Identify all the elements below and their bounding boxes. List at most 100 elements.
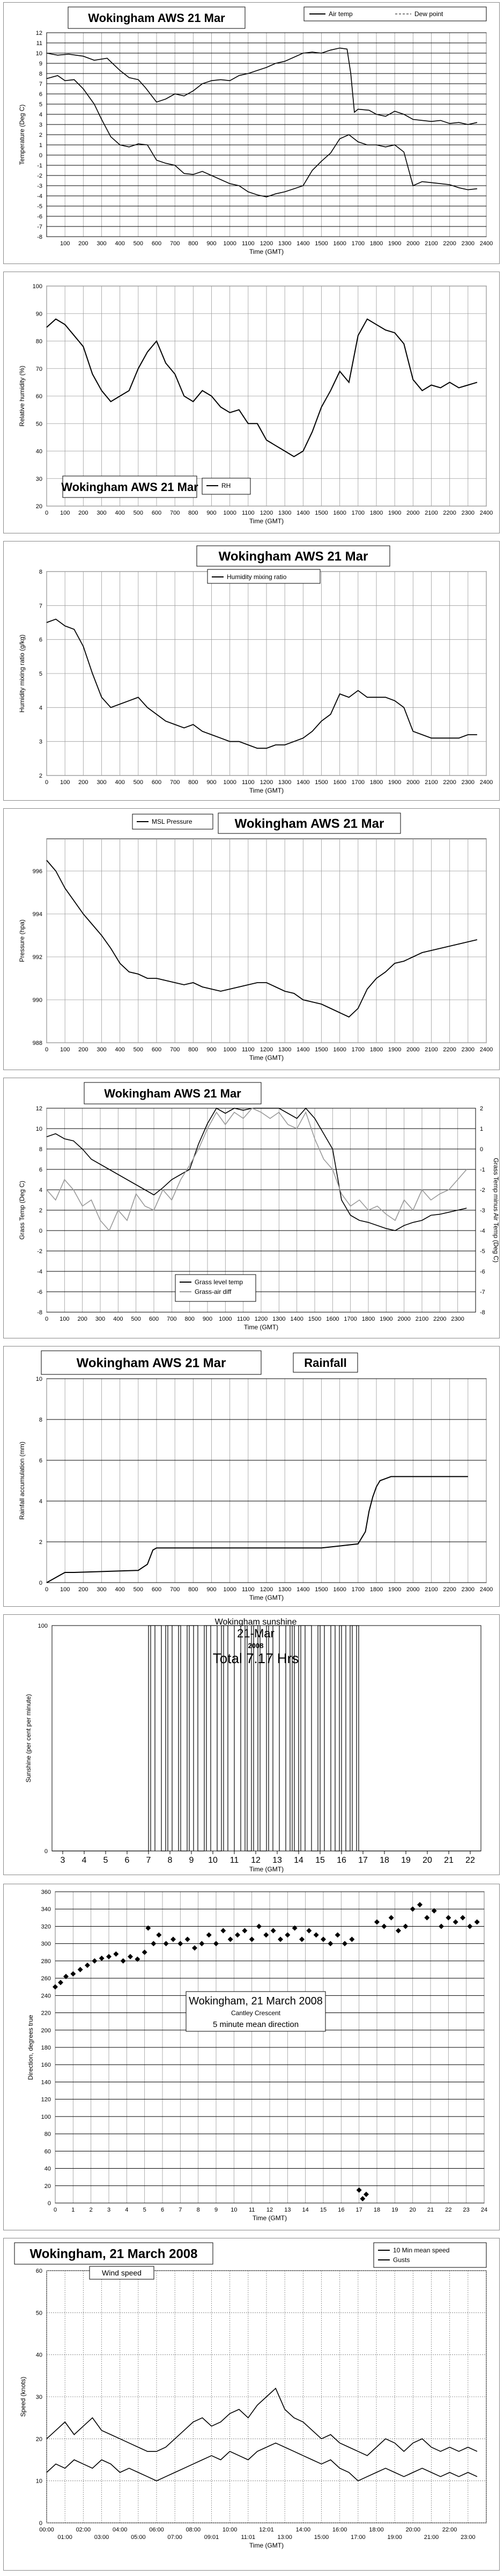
annotation-box <box>186 1991 326 2032</box>
x-tick-label: 500 <box>131 1316 140 1322</box>
scatter-point <box>120 1958 126 1964</box>
x-tick-label: 100 <box>60 240 70 247</box>
y-tick-label: 10 <box>36 50 42 57</box>
y-axis-label: Temperature (Deg C) <box>18 105 26 165</box>
x-tick-label: 700 <box>170 240 180 247</box>
y-tick-label: 988 <box>33 1040 42 1046</box>
y-tick-label: -5 <box>37 203 42 210</box>
y-tick-label: 10 <box>36 1126 42 1132</box>
x-tick-label: 2300 <box>462 1586 475 1593</box>
y-tick-label: 340 <box>41 1906 51 1913</box>
x-tick-label: 2300 <box>462 1046 475 1053</box>
y-tick-label: 60 <box>45 2148 51 2155</box>
x-tick-label: 600 <box>152 1586 161 1593</box>
y-tick-label: 100 <box>41 2114 51 2120</box>
y-tick-label: 40 <box>45 2166 51 2172</box>
scatter-point <box>99 1956 105 1962</box>
scatter-point <box>151 1941 157 1946</box>
series-line <box>46 860 478 1018</box>
y-tick-label: 160 <box>41 2062 51 2068</box>
x-tick-label: 1600 <box>333 510 346 516</box>
x-tick-label: 13 <box>284 2207 291 2213</box>
scatter-point <box>242 1928 248 1934</box>
y-tick-label: 260 <box>41 1975 51 1982</box>
x-tick-label: 600 <box>152 510 161 516</box>
x-tick-label: 14 <box>294 1856 303 1865</box>
y-tick-label: 200 <box>41 2028 51 2034</box>
x-tick-label: 16 <box>338 2207 344 2213</box>
x-tick-label: 11 <box>249 2207 255 2213</box>
scatter-point <box>374 1919 380 1925</box>
x-tick-label: 1300 <box>278 1046 291 1053</box>
chart-title: Wokingham AWS 21 Mar <box>88 11 225 25</box>
y-tick-label: -2 <box>37 173 42 179</box>
scatter-point <box>424 1915 430 1921</box>
scatter-point <box>467 1923 473 1929</box>
x-tick-label: 1900 <box>388 779 401 786</box>
scatter-point <box>306 1928 312 1934</box>
x-tick-label: 2400 <box>480 779 493 786</box>
x-tick-label: 200 <box>78 1586 88 1593</box>
x-tick-label: 1200 <box>260 1046 273 1053</box>
x-tick-label: 2400 <box>480 240 493 247</box>
x-tick-label: 00:00 <box>39 2527 54 2533</box>
x-tick-label: 1100 <box>242 779 255 786</box>
x-tick-label: 300 <box>97 240 106 247</box>
x-axis-label: Time (GMT) <box>249 1594 284 1601</box>
x-tick-label: 1600 <box>333 240 346 247</box>
y-tick-label: 90 <box>36 311 42 317</box>
x-tick-label: 900 <box>206 240 216 247</box>
x-tick-label: 1400 <box>297 510 309 516</box>
chart-title-box <box>196 545 390 567</box>
scatter-point <box>128 1953 133 1959</box>
temperature-chart: 100 200 300 400 500 600 700 800 900 1000 1100 1200 1… <box>18 6 493 255</box>
scatter-point <box>227 1936 233 1942</box>
y2-tick-label: -1 <box>480 1167 485 1173</box>
y2-axis-label: Grass Temp minus Air Temp (Deg C) <box>492 1158 499 1263</box>
scatter-point <box>360 2196 366 2201</box>
x-tick-label: 1400 <box>297 240 309 247</box>
y-tick-label: 0 <box>48 2200 51 2207</box>
y2-tick-label: -5 <box>480 1248 485 1255</box>
x-tick-label: 1900 <box>388 240 401 247</box>
series-line <box>46 75 477 197</box>
x-tick-label: 1200 <box>260 1586 273 1593</box>
chart-panel-wind-speed: 0 10 20 30 40 50 60 00:00 02:00 04:00 06:00 08:00 10… <box>3 2238 500 2571</box>
legend-entry: Grass-air diff <box>195 1288 232 1296</box>
y-tick-label: -2 <box>37 1248 42 1255</box>
x-tick-label: 500 <box>134 1046 143 1053</box>
x-tick-label: 0 <box>54 2207 57 2213</box>
x-tick-label: 13 <box>272 1856 282 1865</box>
x-tick-label: 1300 <box>278 240 291 247</box>
x-tick-label: 24 <box>481 2207 487 2213</box>
scatter-point <box>53 1984 58 1990</box>
chart-panel-pressure: 0 100 200 300 400 500 600 700 800 900 1000 1100 1200… <box>3 808 500 1070</box>
mixing-ratio-chart: 0 100 200 300 400 500 600 700 800 900 1000 1100 1200… <box>18 545 493 794</box>
x-tick-label: 100 <box>60 1046 70 1053</box>
wind-speed-chart: 0 10 20 30 40 50 60 00:00 02:00 04:00 06:00 08:00 10… <box>14 2242 487 2549</box>
y-tick-label: 50 <box>36 421 42 427</box>
x-tick-label: 8 <box>168 1856 173 1865</box>
rainfall-chart: 0 100 200 300 400 500 600 700 800 900 1000 1100 1200… <box>18 1350 493 1601</box>
x-tick-label: 1300 <box>278 510 291 516</box>
x-tick-label: 03:00 <box>94 2534 109 2541</box>
scatter-point <box>270 1928 276 1934</box>
x-tick-label: 200 <box>78 1046 88 1053</box>
scatter-point <box>299 1936 305 1942</box>
x-tick-label: 3 <box>107 2207 110 2213</box>
y2-tick-label: -4 <box>480 1228 485 1234</box>
x-tick-label: 2200 <box>433 1316 446 1322</box>
y-tick-label: 6 <box>39 637 42 643</box>
scatter-point <box>381 1923 387 1929</box>
y-tick-label: 40 <box>36 449 42 455</box>
y2-tick-label: -7 <box>480 1289 485 1296</box>
humidity-chart: 0 100 200 300 400 500 600 700 800 900 1000 1100 1200… <box>18 283 493 525</box>
y-tick-label: 4 <box>39 1187 42 1194</box>
x-tick-label: 12 <box>251 1856 261 1865</box>
x-tick-label: 08:00 <box>186 2527 201 2533</box>
y-tick-label: 220 <box>41 2010 51 2017</box>
x-tick-label: 17:00 <box>351 2534 366 2541</box>
y-tick-label: 60 <box>36 393 42 400</box>
x-tick-label: 600 <box>149 1316 159 1322</box>
scatter-point <box>474 1919 480 1925</box>
